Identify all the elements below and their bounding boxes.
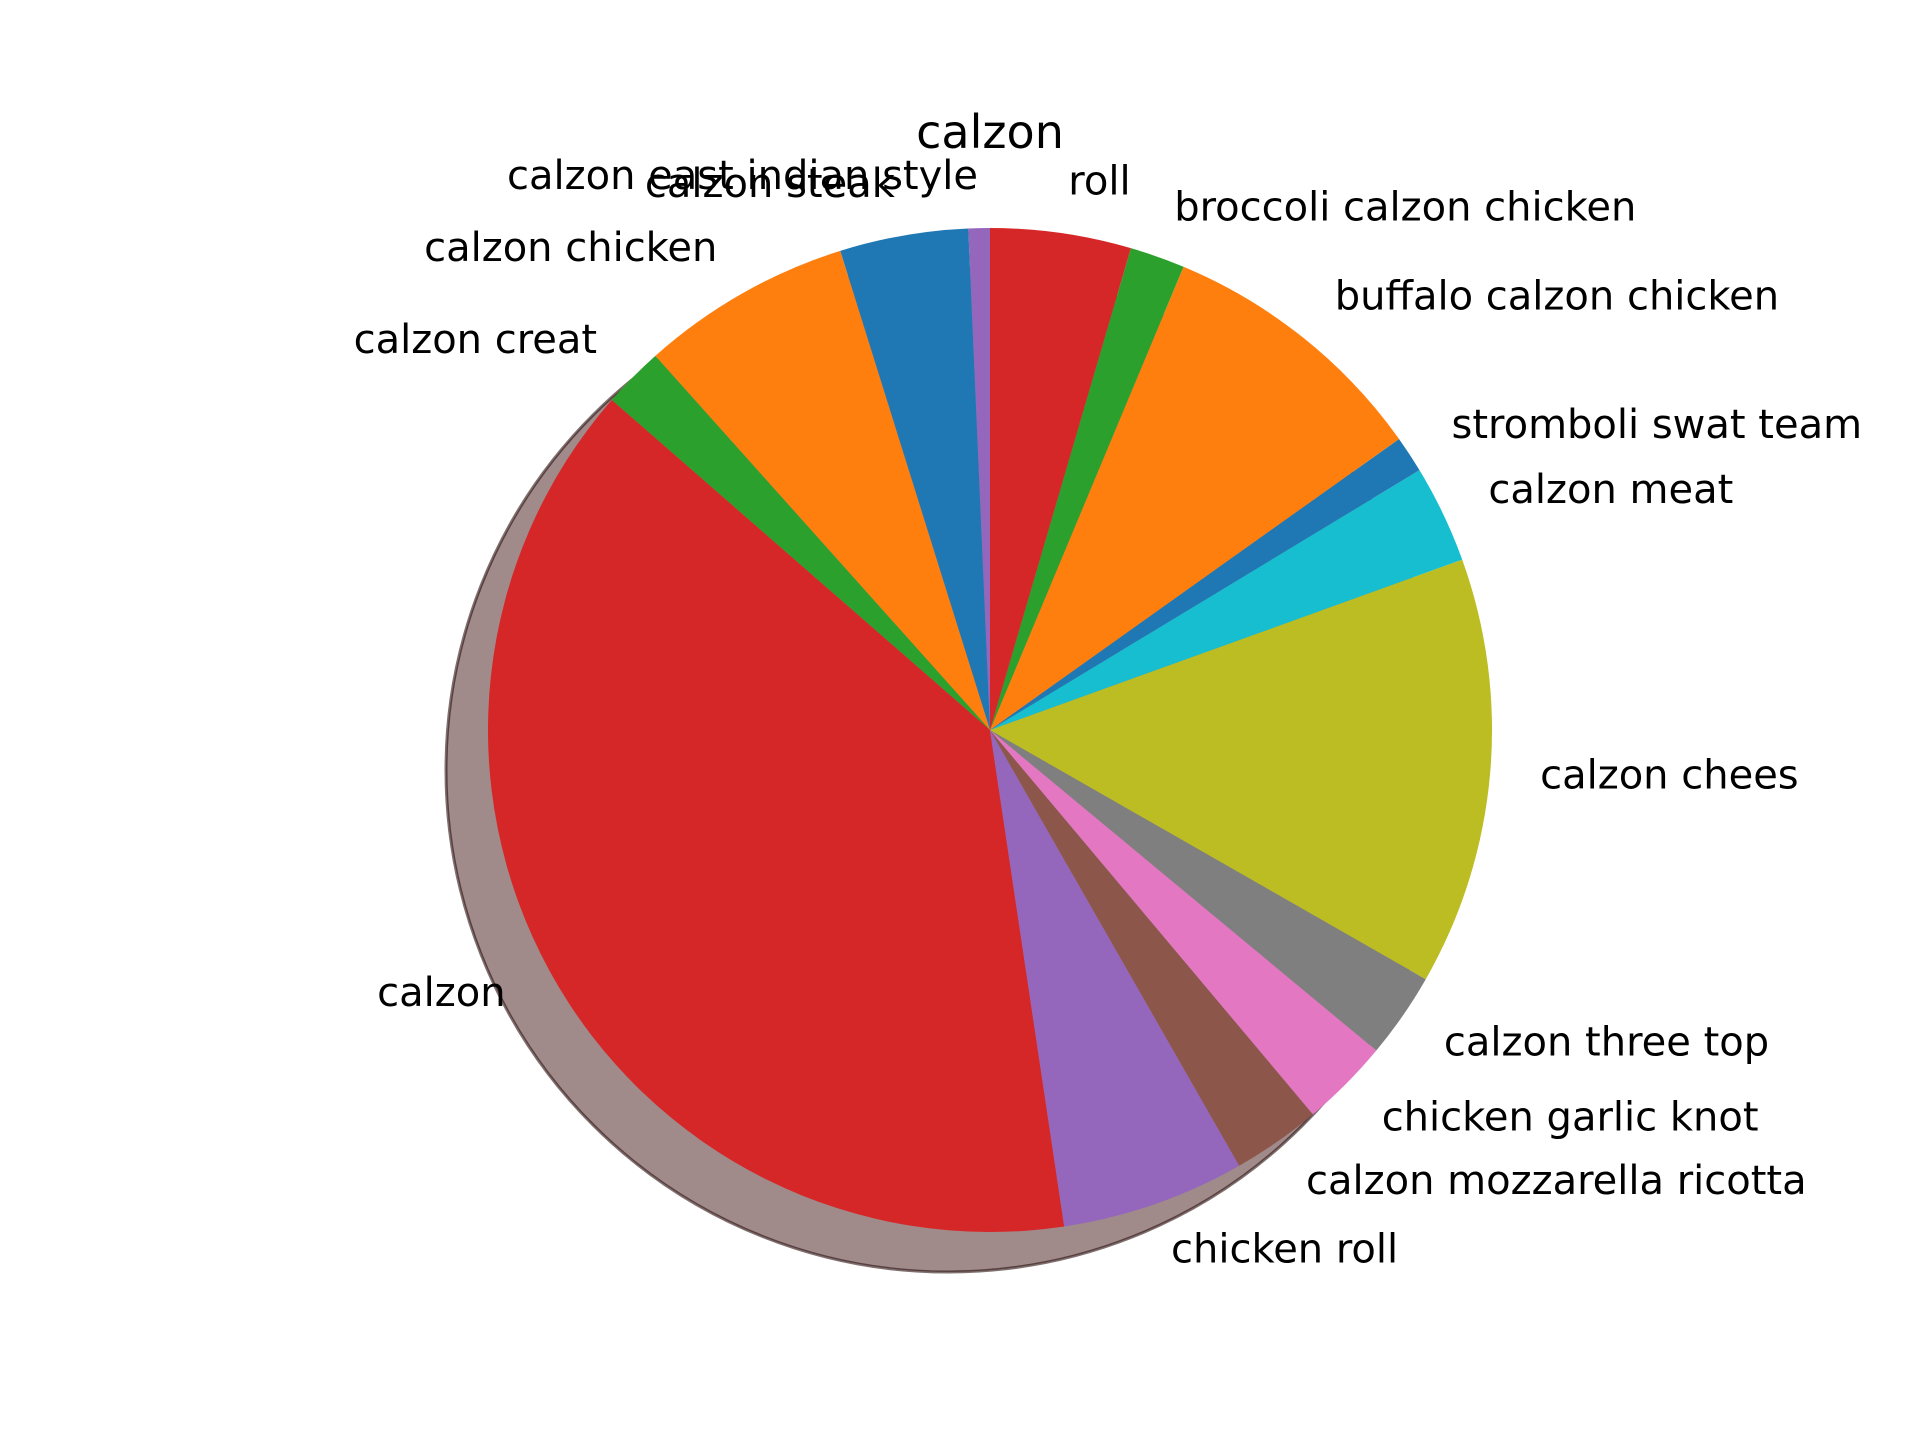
pie-label-chicken-roll: chicken roll bbox=[1171, 1227, 1398, 1273]
pie-label-calzon-creat: calzon creat bbox=[354, 317, 598, 363]
pie-label-calzon-east-indian-style: calzon east indian style bbox=[507, 153, 978, 199]
pie-slice-calzon-meat bbox=[990, 470, 1463, 730]
pie-slice-calzon-creat bbox=[611, 355, 990, 730]
pie-slice-chicken-roll bbox=[990, 730, 1240, 1227]
pie-label-calzon: calzon bbox=[377, 970, 505, 1016]
pie-slice-roll bbox=[990, 228, 1131, 730]
pie-label-chicken-garlic-knot: chicken garlic knot bbox=[1382, 1094, 1759, 1140]
pie-label-calzon-chees: calzon chees bbox=[1540, 753, 1799, 799]
pie-slice-chicken-garlic-knot bbox=[990, 730, 1377, 1115]
pie-label-buffalo-calzon-chicken: buffalo calzon chicken bbox=[1335, 274, 1779, 320]
pie-slices bbox=[487, 228, 1493, 1232]
pie-label-stromboli-swat-team: stromboli swat team bbox=[1452, 402, 1863, 448]
pie-label-roll: roll bbox=[1068, 158, 1130, 204]
pie-label-calzon-steak: calzon steak bbox=[645, 161, 896, 207]
pie-slice-calzon-chicken bbox=[655, 250, 990, 730]
pie-slice-calzon bbox=[487, 399, 1065, 1232]
pie-label-calzon-chicken: calzon chicken bbox=[424, 225, 717, 271]
pie-slice-broccoli-calzon-chicken bbox=[990, 248, 1184, 730]
pie-slice-stromboli-swat-team bbox=[990, 438, 1420, 730]
pie-label-broccoli-calzon-chicken: broccoli calzon chicken bbox=[1174, 184, 1636, 230]
pie-slice-calzon-east-indian-style bbox=[968, 228, 990, 730]
pie-slice-calzon-steak bbox=[840, 228, 990, 730]
pie-slice-calzon-mozzarella-ricotta bbox=[990, 730, 1313, 1166]
pie-label-calzon-meat: calzon meat bbox=[1488, 467, 1733, 513]
pie-slice-buffalo-calzon-chicken bbox=[990, 266, 1400, 730]
pie-label-calzon-three-top: calzon three top bbox=[1444, 1020, 1769, 1066]
pie-label-calzon-mozzarella-ricotta: calzon mozzarella ricotta bbox=[1306, 1158, 1807, 1204]
pie-slice-calzon-three-top bbox=[990, 730, 1426, 1051]
pie-slice-calzon-chees bbox=[990, 559, 1493, 980]
chart-title: calzon bbox=[916, 105, 1064, 159]
